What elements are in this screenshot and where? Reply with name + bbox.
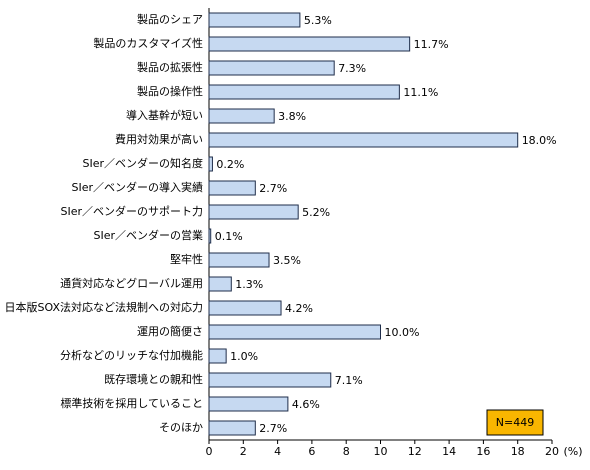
bar [208, 156, 213, 172]
x-axis-label: (%) [563, 445, 582, 458]
bar [208, 396, 289, 412]
y-tick-label: 運用の簡便さ [137, 324, 203, 338]
y-tick-label: 既存環境との親和性 [104, 372, 203, 386]
value-label: 2.7% [259, 422, 287, 435]
value-label: 18.0% [522, 134, 557, 147]
y-tick-label: 導入基幹が短い [126, 108, 203, 122]
annotation: N=449 [496, 416, 534, 429]
bar [208, 420, 256, 436]
value-label: 7.1% [335, 374, 363, 387]
bar [208, 372, 332, 388]
x-tick-label: 8 [343, 445, 350, 458]
y-tick-label: 標準技術を採用していること [60, 396, 203, 410]
x-tick-label: 0 [206, 445, 213, 458]
x-tick-label: 14 [442, 445, 456, 458]
value-label: 4.6% [292, 398, 320, 411]
y-tick-label: SIer／ベンダーの導入実績 [71, 180, 203, 194]
bar [208, 132, 519, 148]
annotation-box [486, 409, 544, 436]
y-tick-label: 製品の拡張性 [137, 60, 203, 74]
value-label: 0.1% [215, 230, 243, 243]
value-label: 0.2% [216, 158, 244, 171]
bar [208, 36, 411, 52]
value-label: 10.0% [385, 326, 420, 339]
y-tick-label: 製品の操作性 [137, 84, 203, 98]
bar [208, 12, 301, 28]
x-tick-label: 18 [511, 445, 525, 458]
bar [208, 348, 227, 364]
x-tick-label: 4 [274, 445, 281, 458]
x-tick-label: 20 [545, 445, 559, 458]
value-label: 5.2% [302, 206, 330, 219]
x-tick-label: 2 [240, 445, 247, 458]
value-label: 11.7% [414, 38, 449, 51]
y-tick-label: 堅牢性 [170, 252, 203, 266]
bar [208, 252, 270, 268]
bar [208, 324, 381, 340]
y-tick-label: 分析などのリッチな付加機能 [60, 348, 203, 362]
y-tick-label: 製品のシェア [137, 12, 203, 26]
value-label: 3.5% [273, 254, 301, 267]
value-label: 2.7% [259, 182, 287, 195]
bar [208, 60, 335, 76]
y-tick-label: SIer／ベンダーのサポート力 [60, 204, 203, 218]
x-tick-label: 12 [408, 445, 422, 458]
value-label: 11.1% [403, 86, 438, 99]
bar [208, 204, 299, 220]
bar [208, 276, 232, 292]
x-tick-label: 16 [476, 445, 490, 458]
x-tick-label: 10 [374, 445, 388, 458]
y-tick-label: 通貨対応などグローバル運用 [60, 276, 203, 290]
bar [208, 108, 275, 124]
x-tick-label: 6 [308, 445, 315, 458]
y-tick-label: SIer／ベンダーの営業 [93, 228, 203, 242]
bar [208, 180, 256, 196]
y-tick-label: 費用対効果が高い [115, 132, 203, 146]
bar [208, 84, 400, 100]
value-label: 7.3% [338, 62, 366, 75]
bar [208, 300, 282, 316]
y-tick-label: そのほか [159, 421, 203, 434]
value-label: 1.0% [230, 350, 258, 363]
value-label: 1.3% [235, 278, 263, 291]
y-tick-label: 日本版SOX法対応など法規制への対応力 [5, 300, 203, 314]
y-tick-label: 製品のカスタマイズ性 [93, 36, 203, 50]
value-label: 3.8% [278, 110, 306, 123]
y-tick-label: SIer／ベンダーの知名度 [82, 156, 203, 170]
value-label: 4.2% [285, 302, 313, 315]
value-label: 5.3% [304, 14, 332, 27]
bar [208, 228, 212, 244]
